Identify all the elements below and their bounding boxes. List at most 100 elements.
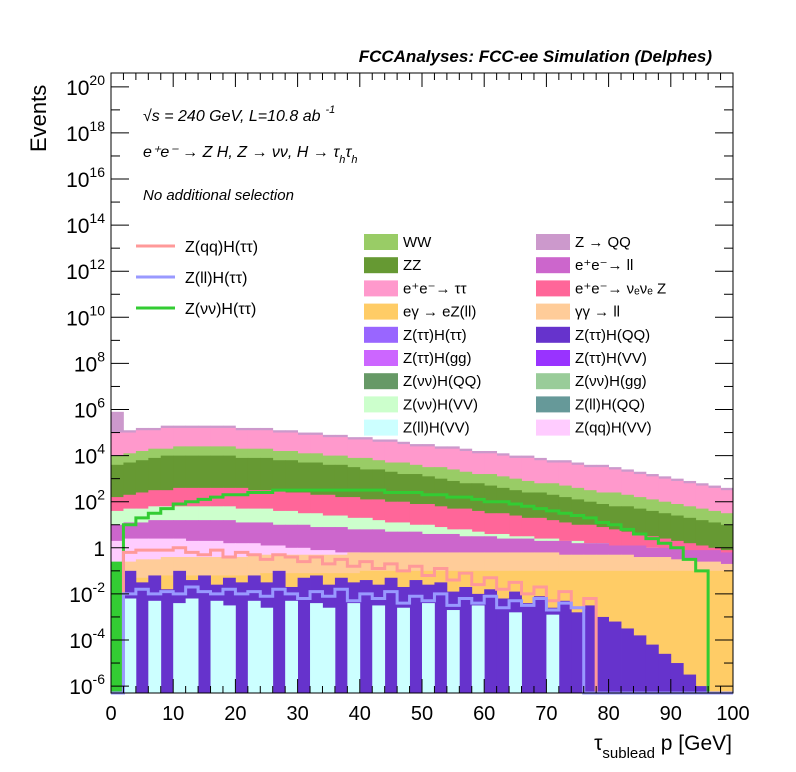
stack-bin: [334, 577, 348, 693]
stack-bin: [633, 635, 647, 693]
legend-fill-label: Z(ττ)H(QQ): [575, 327, 650, 344]
stack-bin: [658, 653, 672, 693]
legend: Z(qq)H(ττ) Z(ll)H(ττ) Z(νν)H(ττ) WW ZZ e⁺e⁻→ …: [136, 234, 666, 437]
x-tick-label: 90: [660, 703, 682, 725]
stack-bin: [471, 605, 485, 693]
legend-fill-label: Z(qq)H(VV): [575, 420, 652, 437]
stack-bin: [148, 600, 162, 693]
stack-bin: [583, 605, 597, 693]
legend-fill-swatch: [536, 234, 570, 250]
axis-ticks: 0 10 20 30 40 50 60 70 80 90 100102010181016101410…: [66, 72, 750, 725]
line-z-h-: [111, 488, 733, 695]
stack-bin: [434, 582, 448, 693]
x-tick-label: 30: [286, 703, 308, 725]
legend-fill-swatch: [536, 303, 570, 320]
legend-entry-fill: Z(qq)H(VV): [536, 419, 652, 437]
x-tick-label: 70: [535, 703, 557, 725]
stack-bin: [546, 614, 560, 693]
legend-entry-fill: WW: [364, 234, 432, 251]
legend-entry-line: Z(νν)H(ττ): [136, 301, 256, 318]
y-tick-label: 10-6: [69, 671, 105, 699]
selection-annotation: No additional selection: [143, 187, 294, 204]
legend-fill-label: eγ → eZ(ll): [403, 304, 476, 321]
legend-fill-label: Z(νν)H(QQ): [403, 373, 481, 390]
y-axis-label: Events: [26, 85, 51, 152]
stack-bin: [322, 607, 336, 693]
legend-entry-fill: Z(ττ)H(QQ): [536, 326, 650, 344]
legend-fill-swatch: [364, 350, 398, 366]
stack-bin: [123, 598, 137, 693]
legend-fill-swatch: [536, 350, 570, 366]
stack-bin: [260, 607, 274, 693]
stack-bin: [397, 607, 410, 693]
legend-fill-swatch: [536, 373, 570, 390]
legend-fill-label: e⁺e⁻→ ττ: [403, 280, 467, 297]
stack-bin: [533, 596, 547, 693]
x-tick-label: 20: [224, 703, 246, 725]
stack-bin: [670, 663, 684, 693]
stack-bin: [621, 628, 634, 693]
legend-fill-label: Z → QQ: [575, 234, 631, 251]
legend-entry-fill: Z(ττ)H(gg): [364, 350, 472, 367]
overlay-lines: [111, 488, 733, 695]
legend-fill-swatch: [364, 234, 398, 250]
legend-fill-label: Z(ττ)H(ττ): [403, 327, 467, 344]
stack-bin: [484, 589, 498, 693]
stack-bin: [173, 603, 187, 693]
x-axis-label-sub: sublead: [602, 745, 655, 762]
process-sub-1: h: [339, 154, 345, 166]
legend-fill-swatch: [536, 257, 570, 274]
legend-fill-label: Z(ll)H(VV): [403, 420, 470, 437]
y-tick-label: 106: [74, 395, 105, 423]
stack-bin: [695, 570, 709, 693]
stack-bin: [695, 686, 709, 693]
legend-fill-label: Z(νν)H(VV): [403, 396, 478, 413]
x-tick-label: 50: [411, 703, 433, 725]
legend-fill-label: Z(ll)H(QQ): [575, 396, 645, 413]
stack-bin: [372, 605, 386, 693]
legend-fill-label: e⁺e⁻→ ll: [575, 257, 633, 274]
legend-fill-swatch: [536, 280, 570, 297]
stack-bin: [422, 603, 435, 693]
legend-entry-fill: Z → QQ: [536, 234, 631, 251]
legend-entry-fill: γγ → ll: [536, 303, 620, 321]
legend-entry-fill: e⁺e⁻→ ττ: [364, 280, 467, 297]
legend-fill-swatch: [364, 373, 398, 390]
x-tick-label: 0: [105, 703, 116, 725]
stack-bin: [720, 570, 734, 693]
y-tick-label: 1020: [66, 72, 105, 100]
x-axis-label-main: τ: [594, 732, 603, 755]
stack-bin: [185, 598, 199, 693]
process-annotation: e⁺e⁻ → Z H, Z → νν, H → τhτh: [143, 144, 357, 166]
legend-fill-label: Z(νν)H(gg): [575, 373, 647, 390]
legend-line-label: Z(ll)H(ττ): [185, 270, 247, 287]
legend-entry-fill: e⁺e⁻→ νₑνₑ Z: [536, 280, 666, 297]
legend-entry-fill: Z(ττ)H(VV): [536, 350, 647, 367]
stack-bin: [210, 600, 224, 693]
stack-bin: [409, 580, 423, 693]
process-sub-2: h: [351, 154, 357, 166]
legend-fill-label: ZZ: [403, 257, 421, 274]
legend-fill-swatch: [364, 326, 398, 343]
legend-entry-fill: Z(νν)H(gg): [536, 373, 647, 390]
stack-bin: [596, 616, 609, 693]
stack-bin: [509, 612, 522, 693]
legend-entry-fill: Z(ll)H(VV): [364, 419, 470, 437]
legend-fill-label: Z(ττ)H(gg): [403, 350, 472, 367]
stack-bin: [247, 600, 261, 693]
x-tick-label: 60: [473, 703, 495, 725]
stack-bin: [683, 674, 697, 693]
y-tick-label: 1014: [66, 210, 105, 238]
line-z-ll-h-: [111, 585, 733, 695]
energy-exponent: -1: [326, 104, 336, 116]
y-tick-label: 1016: [66, 164, 105, 192]
x-tick-label: 10: [162, 703, 184, 725]
x-axis-label-rest: p [GeV]: [655, 732, 732, 755]
stack-bin: [608, 621, 622, 693]
y-tick-label: 1010: [66, 302, 105, 330]
stack-bin: [459, 586, 473, 693]
legend-fill-swatch: [536, 326, 570, 343]
stack-bin: [310, 603, 323, 693]
legend-fill-swatch: [364, 303, 398, 320]
stack-bin: [558, 600, 572, 693]
